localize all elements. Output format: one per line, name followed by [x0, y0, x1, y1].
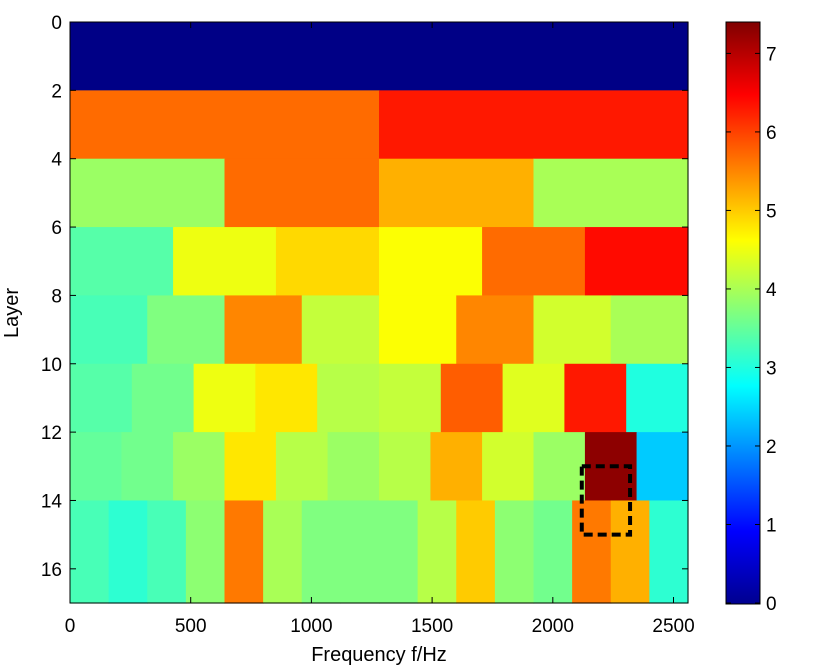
x-tick-label: 1500 — [411, 616, 453, 637]
colorbar — [725, 21, 761, 605]
heatmap-cell — [502, 363, 565, 433]
heatmap-cell — [440, 363, 504, 433]
y-tick-label: 12 — [41, 423, 62, 444]
heatmap-cell — [255, 363, 318, 433]
heatmap-cell — [70, 500, 110, 604]
heatmap-cell — [379, 90, 689, 160]
x-tick-label: 0 — [65, 616, 76, 637]
heatmap-cell — [430, 432, 483, 502]
heatmap-cell — [224, 295, 303, 365]
heatmap-cell — [275, 432, 329, 502]
y-tick-label: 10 — [41, 355, 62, 376]
heatmap-cell — [108, 500, 148, 604]
heatmap-cell — [533, 432, 586, 502]
heatmap-cell — [147, 295, 226, 365]
heatmap-cell — [121, 432, 174, 502]
heatmap-cell — [533, 295, 612, 365]
heatmap-cell — [456, 500, 496, 604]
heatmap-cell — [533, 500, 573, 604]
heatmap-cell — [379, 227, 483, 297]
heatmap-cell — [417, 500, 457, 604]
heatmap-cells — [69, 21, 689, 604]
x-tick-label: 1000 — [290, 616, 332, 637]
x-tick-label: 500 — [175, 616, 207, 637]
colorbar-tick-label: 4 — [766, 280, 777, 301]
heatmap-cell — [173, 227, 277, 297]
heatmap-cell — [564, 363, 627, 433]
heatmap-cell — [263, 500, 303, 604]
heatmap-cell — [379, 500, 419, 604]
x-axis-title: Frequency f/Hz — [311, 644, 447, 666]
x-axis: 0 500 1000 1500 2000 2500 — [65, 22, 695, 637]
heatmap-cell — [584, 227, 689, 297]
y-tick-label: 16 — [41, 560, 62, 581]
heatmap-cell — [482, 432, 535, 502]
heatmap-cell — [70, 90, 380, 160]
heatmap-cell — [131, 363, 195, 433]
heatmap-cell — [379, 363, 442, 433]
heatmap-cell — [340, 500, 380, 604]
heatmap-cell — [224, 158, 380, 228]
heatmap-cell — [70, 22, 689, 91]
heatmap-cell — [224, 500, 264, 604]
heatmap-cell — [533, 158, 689, 228]
heatmap-cell — [301, 295, 380, 365]
colorbar-tick-label: 3 — [766, 358, 777, 379]
heatmap-cell — [317, 363, 380, 433]
heatmap-cell — [649, 500, 689, 604]
colorbar-tick-label: 2 — [766, 437, 777, 458]
heatmap-cell — [70, 295, 148, 365]
heatmap-cell — [173, 432, 226, 502]
colorbar-tick-label: 5 — [766, 201, 777, 222]
heatmap-cell — [327, 432, 380, 502]
heatmap-cell — [70, 158, 226, 228]
heatmap-cell — [610, 295, 689, 365]
highlight-box — [579, 464, 633, 537]
heatmap-cell — [275, 227, 380, 297]
y-tick-label: 14 — [41, 491, 63, 512]
heatmap-cell — [456, 295, 535, 365]
heatmap-cell — [224, 432, 277, 502]
heatmap-cell — [494, 500, 535, 604]
y-tick-label: 0 — [51, 13, 62, 34]
heatmap-cell — [147, 500, 187, 604]
y-tick-label: 2 — [51, 81, 62, 102]
y-tick-label: 4 — [51, 150, 62, 171]
y-axis-title: Layer — [1, 288, 23, 338]
colorbar-tick-label: 7 — [766, 44, 777, 65]
heatmap-cell — [379, 158, 535, 228]
heatmap-cell — [626, 363, 689, 433]
heatmap-cell — [482, 227, 586, 297]
x-tick-label: 2500 — [652, 616, 694, 637]
colorbar-tick-label: 6 — [766, 123, 777, 144]
heatmap-cell — [70, 432, 123, 502]
highlight-layer — [579, 464, 633, 537]
heatmap-cell — [185, 500, 226, 604]
colorbar-tick-label: 0 — [766, 594, 777, 615]
y-tick-label: 6 — [51, 218, 62, 239]
heatmap-cell — [572, 500, 612, 604]
x-tick-label: 2000 — [532, 616, 574, 637]
heatmap-cell — [70, 363, 133, 433]
heatmap-cell — [193, 363, 256, 433]
colorbar-axis: 0 1 2 3 4 5 6 7 — [726, 44, 777, 615]
y-tick-label: 8 — [51, 286, 62, 307]
y-axis: 0 2 4 6 8 10 12 14 16 — [41, 13, 688, 581]
heatmap-cell — [301, 500, 341, 604]
heatmap-cell — [379, 295, 457, 365]
heatmap-cell — [379, 432, 432, 502]
colorbar-tick-label: 1 — [766, 515, 777, 536]
plot-frame — [69, 21, 689, 604]
heatmap-cell — [610, 500, 650, 604]
heatmap-cell — [70, 227, 174, 297]
heatmap-cell — [636, 432, 689, 502]
